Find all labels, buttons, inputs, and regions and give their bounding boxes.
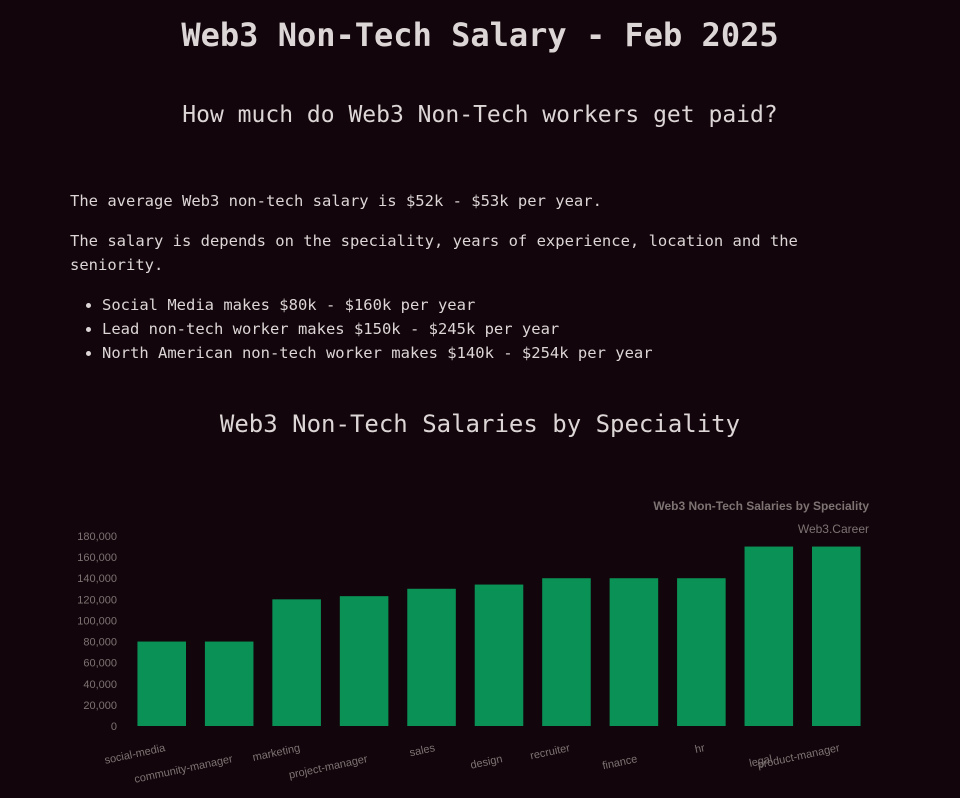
x-tick-label: social-media (103, 742, 167, 767)
y-tick-label: 40,000 (83, 679, 117, 691)
bar-community-manager (204, 641, 254, 726)
y-tick-label: 100,000 (77, 615, 117, 627)
page-subtitle: How much do Web3 Non-Tech workers get pa… (182, 102, 778, 128)
article-content: The average Web3 non-tech salary is $52k… (70, 189, 870, 365)
bars (137, 546, 861, 726)
x-tick-label: recruiter (529, 742, 571, 762)
list-item: North American non-tech worker makes $14… (102, 341, 870, 365)
x-tick-label: legal (748, 753, 773, 770)
bar-legal (744, 546, 794, 726)
x-tick-label: hr (694, 742, 706, 756)
list-item: Lead non-tech worker makes $150k - $245k… (102, 317, 870, 341)
y-tick-label: 0 (111, 721, 117, 733)
list-item: Social Media makes $80k - $160k per year (102, 293, 870, 317)
average-salary-text: The average Web3 non-tech salary is $52k… (70, 192, 602, 210)
bar-product-manager (811, 546, 861, 726)
bar-hr (677, 578, 726, 726)
x-axis: social-mediacommunity-managermarketingpr… (103, 742, 841, 786)
bar-sales (407, 588, 456, 726)
y-tick-label: 160,000 (77, 552, 117, 564)
bar-finance (609, 578, 659, 726)
x-tick-label: product-manager (756, 742, 841, 771)
x-tick-label: finance (601, 753, 638, 772)
salary-factors-text: The salary is depends on the speciality,… (70, 232, 798, 274)
bar-design (474, 584, 524, 726)
y-tick-label: 120,000 (77, 594, 117, 606)
chart-subtitle: Web3.Career (798, 522, 869, 536)
bar-project-manager (339, 596, 389, 726)
page-title: Web3 Non-Tech Salary - Feb 2025 (181, 16, 779, 54)
y-tick-label: 80,000 (83, 637, 117, 649)
y-tick-label: 60,000 (83, 658, 117, 670)
bar-recruiter (542, 578, 591, 726)
chart-heading: Web3 Non-Tech Salaries by Speciality (219, 410, 741, 438)
salary-highlights-list: Social Media makes $80k - $160k per year… (70, 293, 870, 365)
x-tick-label: community-manager (133, 753, 234, 786)
bar-marketing (272, 599, 321, 726)
x-tick-label: sales (409, 742, 437, 759)
x-tick-label: marketing (252, 742, 302, 764)
chart-title: Web3 Non-Tech Salaries by Speciality (653, 499, 869, 513)
bar-chart-svg: Web3 Non-Tech Salaries by Speciality Web… (77, 499, 869, 786)
bar-social-media (137, 641, 187, 726)
y-tick-label: 20,000 (83, 700, 117, 712)
x-tick-label: project-manager (288, 753, 369, 781)
y-axis: 0 20,000 40,000 60,000 80,000 100,000 120,000 1… (77, 531, 117, 733)
salary-chart: Web3 Non-Tech Salaries by Speciality Web… (0, 490, 960, 790)
x-tick-label: design (469, 753, 503, 771)
y-tick-label: 140,000 (77, 573, 117, 585)
y-tick-label: 180,000 (77, 531, 117, 543)
